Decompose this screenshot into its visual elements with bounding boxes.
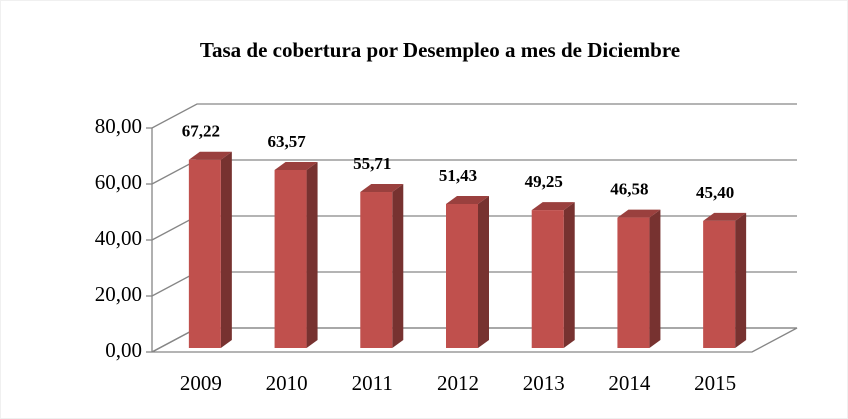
- bar-top: [360, 184, 404, 193]
- data-label: 55,71: [353, 154, 391, 173]
- data-label: 49,25: [525, 172, 563, 191]
- x-tick-label: 2012: [437, 371, 479, 395]
- bar: [617, 217, 650, 348]
- bar-side: [392, 184, 404, 348]
- x-tick-label: 2011: [352, 371, 393, 395]
- bar-top: [531, 202, 575, 211]
- bar: [188, 159, 221, 348]
- bar-side: [306, 162, 318, 348]
- data-label: 67,22: [182, 122, 220, 141]
- bar: [446, 203, 478, 348]
- x-tick-label: 2009: [180, 371, 222, 395]
- bar-side: [649, 209, 661, 348]
- bar: [274, 170, 307, 348]
- x-tick-label: 2013: [523, 371, 565, 395]
- bar: [531, 210, 564, 348]
- bar-top: [188, 151, 232, 160]
- x-tick-label: 2014: [608, 371, 651, 395]
- bar-side: [735, 212, 747, 348]
- x-tick-label: 2015: [694, 371, 736, 395]
- grid-line: [151, 103, 797, 129]
- bar-side: [563, 202, 575, 348]
- y-tick-label: 40,00: [95, 226, 142, 250]
- bar-top: [446, 195, 489, 204]
- data-label: 45,40: [696, 183, 734, 202]
- bar: [703, 220, 736, 348]
- bar: [360, 192, 393, 348]
- y-tick-label: 80,00: [95, 114, 142, 138]
- x-tick-label: 2010: [266, 371, 308, 395]
- bar-side: [220, 151, 232, 348]
- bar-top: [274, 162, 318, 171]
- y-tick-label: 20,00: [95, 282, 142, 306]
- y-tick-label: 60,00: [95, 170, 142, 194]
- chart-title: Tasa de cobertura por Desempleo a mes de…: [200, 38, 680, 62]
- bar-top: [703, 212, 747, 221]
- data-label: 46,58: [610, 179, 648, 198]
- y-tick-label: 0,00: [105, 338, 142, 362]
- bar-top: [617, 209, 661, 218]
- data-label: 63,57: [267, 132, 306, 151]
- bar-side: [478, 195, 489, 348]
- data-label: 51,43: [439, 166, 477, 185]
